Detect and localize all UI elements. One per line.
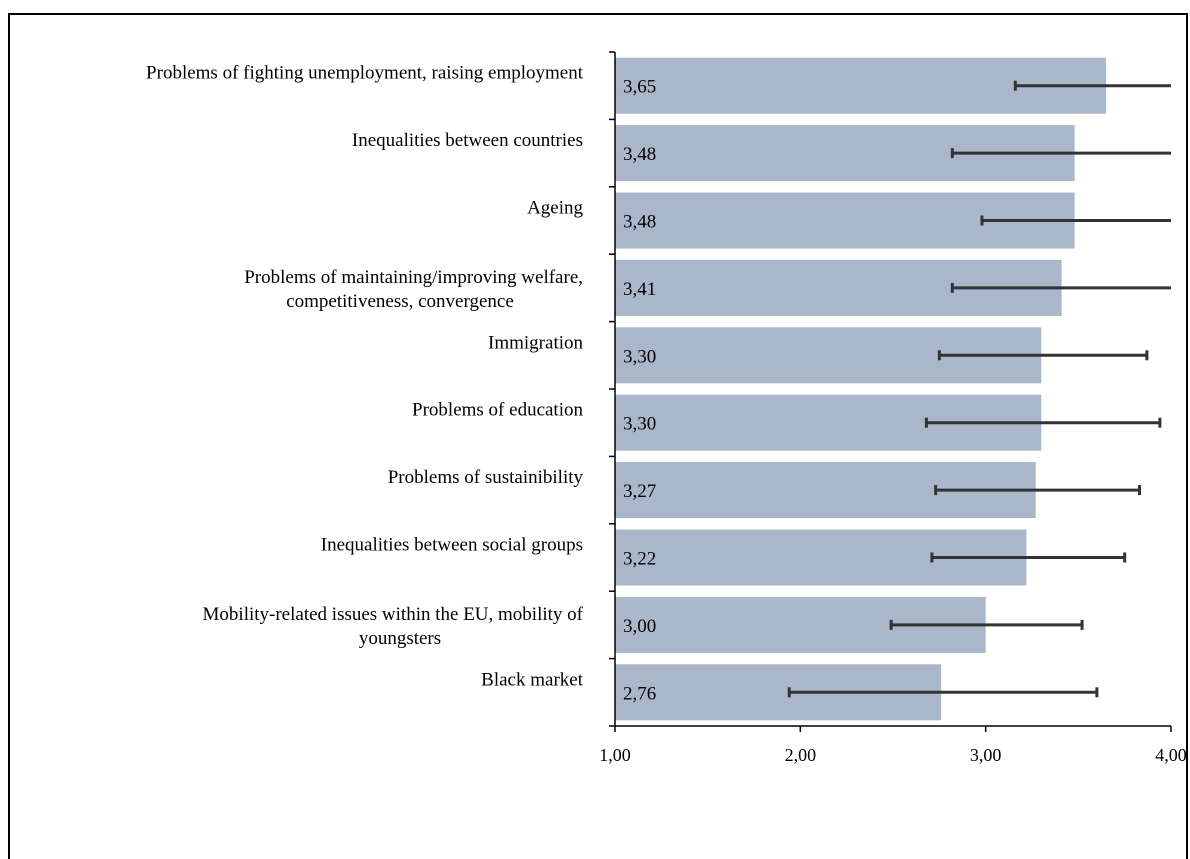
error-bar	[950, 148, 1171, 159]
category-label: Inequalities between countries	[352, 130, 583, 151]
category-label: Problems of education	[412, 400, 583, 421]
labels-layer: 3,65 Problems of fighting unemployment, r…	[146, 63, 1187, 765]
data-label: 2,76	[623, 683, 656, 704]
error-bar	[787, 687, 1099, 698]
category-label: Problems of sustainibility	[388, 467, 584, 488]
x-tick-label: 1,00	[599, 745, 631, 765]
category-label: competitiveness, convergence	[286, 291, 514, 312]
category-label: Problems of fighting unemployment, raisi…	[146, 63, 584, 84]
data-label: 3,48	[623, 144, 656, 165]
error-bar	[950, 282, 1171, 293]
category-label: Problems of maintaining/improving welfar…	[244, 267, 583, 288]
data-label: 3,41	[623, 279, 656, 300]
category-label: youngsters	[359, 628, 441, 649]
category-label: Mobility-related issues within the EU, m…	[203, 604, 584, 625]
error-bar	[889, 619, 1084, 630]
category-label: Immigration	[488, 332, 583, 353]
error-bar	[1013, 80, 1171, 91]
error-bars-layer	[787, 80, 1171, 698]
data-label: 3,48	[623, 212, 656, 233]
bars-layer	[615, 57, 1107, 721]
data-label: 3,00	[623, 616, 656, 637]
category-label: Inequalities between social groups	[321, 535, 583, 556]
error-bar	[930, 552, 1127, 563]
category-label: Ageing	[527, 198, 583, 219]
error-bar	[937, 350, 1149, 361]
error-bar	[924, 417, 1162, 428]
data-label: 3,22	[623, 549, 656, 570]
x-tick-label: 2,00	[785, 745, 817, 765]
data-label: 3,65	[623, 77, 656, 98]
chart-frame	[8, 13, 1188, 859]
error-bar	[980, 215, 1171, 226]
x-tick-label: 4,00	[1155, 745, 1187, 765]
data-label: 3,27	[623, 481, 656, 502]
category-label: Black market	[481, 669, 584, 690]
axis-layer	[609, 51, 1172, 732]
error-bar	[934, 485, 1141, 496]
x-tick-label: 3,00	[970, 745, 1002, 765]
data-label: 3,30	[623, 414, 656, 435]
data-label: 3,30	[623, 346, 656, 367]
